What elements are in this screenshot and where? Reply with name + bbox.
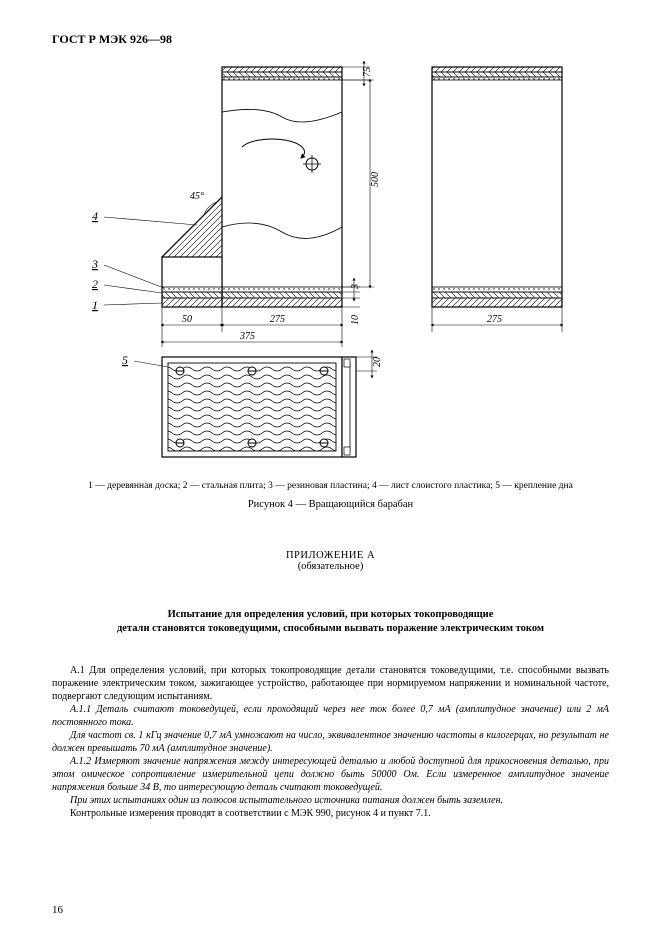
para-a11: А.1.1 Деталь считают токоведущей, если п… xyxy=(52,703,609,729)
figure-caption: Рисунок 4 — Вращающийся барабан xyxy=(52,499,609,510)
page-number: 16 xyxy=(52,904,63,916)
section-title-l1: Испытание для определения условий, при к… xyxy=(168,609,494,620)
para-a11b: Для частот св. 1 кГц значение 0,7 мА умн… xyxy=(52,729,609,755)
dim-20: 20 xyxy=(372,357,383,367)
doc-header: ГОСТ Р МЭК 926—98 xyxy=(52,32,609,47)
dim-10: 10 xyxy=(350,315,361,325)
dim-275b: 275 xyxy=(487,314,502,325)
dim-275a: 275 xyxy=(270,314,285,325)
para-a1: А.1 Для определения условий, при которых… xyxy=(52,664,609,703)
dim-45: 45° xyxy=(190,191,204,202)
appendix-note: (обязательное) xyxy=(52,561,609,572)
section-title-l2: детали становятся токоведущими, способны… xyxy=(117,623,544,634)
callout-5: 5 xyxy=(122,353,128,367)
callout-4: 4 xyxy=(92,209,98,223)
dim-3: 3 xyxy=(350,284,361,290)
dim-75: 75 xyxy=(362,67,373,77)
callout-3: 3 xyxy=(91,257,98,271)
callout-1: 1 xyxy=(92,298,98,312)
para-a12c: Контрольные измерения проводят в соответ… xyxy=(52,807,609,820)
dim-375: 375 xyxy=(239,331,255,342)
dim-50: 50 xyxy=(182,314,192,325)
appendix-title: ПРИЛОЖЕНИЕ А xyxy=(52,550,609,561)
para-a12: А.1.2 Измеряют значение напряжения между… xyxy=(52,755,609,794)
section-title: Испытание для определения условий, при к… xyxy=(52,608,609,636)
figure-legend: 1 — деревянная доска; 2 — стальная плита… xyxy=(52,481,609,491)
dim-500: 500 xyxy=(370,172,381,187)
para-a12b: При этих испытаниях один из полюсов испы… xyxy=(52,794,609,807)
callout-2: 2 xyxy=(92,277,98,291)
appendix-header: ПРИЛОЖЕНИЕ А (обязательное) xyxy=(52,550,609,572)
figure-4: 75 45° 1 2 3 4 500 xyxy=(52,57,609,477)
body-text: А.1 Для определения условий, при которых… xyxy=(52,664,609,820)
